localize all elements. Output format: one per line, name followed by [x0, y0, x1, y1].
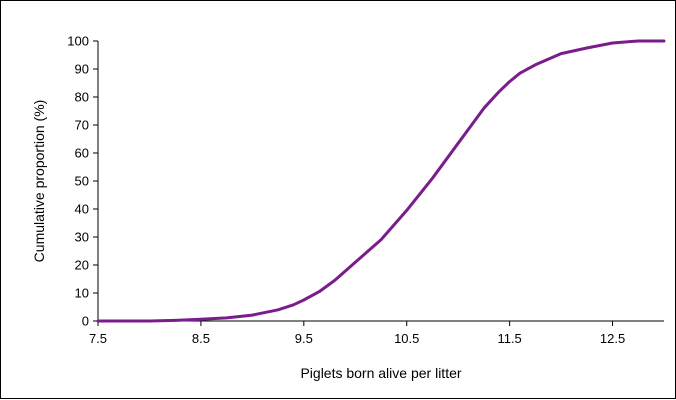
y-tick-label: 60: [75, 146, 89, 161]
x-tick-label: 9.5: [295, 331, 313, 346]
y-tick-label: 90: [75, 62, 89, 77]
x-axis-title: Piglets born alive per litter: [300, 365, 461, 381]
y-tick-label: 80: [75, 90, 89, 105]
y-tick-label: 50: [75, 174, 89, 189]
y-tick-label: 40: [75, 202, 89, 217]
series-line: [96, 39, 666, 323]
y-axis-title: Cumulative proportion (%): [31, 100, 47, 263]
x-tick-label: 12.5: [600, 331, 625, 346]
y-tick-label: 10: [75, 286, 89, 301]
y-tick-label: 0: [82, 314, 89, 329]
y-tick-label: 100: [67, 34, 89, 49]
x-tick-label: 11.5: [497, 331, 521, 346]
y-tick-label: 30: [75, 230, 89, 245]
axes: [97, 41, 664, 322]
y-ticks: 0 10 20 30 40 50 60 70 80 90 100: [67, 34, 98, 329]
x-ticks: 7.5 8.5 9.5 10.5 11.5 12.5: [89, 321, 625, 346]
x-tick-label: 7.5: [89, 331, 107, 346]
x-tick-label: 10.5: [394, 331, 419, 346]
y-tick-label: 20: [75, 258, 89, 273]
y-tick-label: 70: [75, 118, 89, 133]
x-tick-label: 8.5: [192, 331, 210, 346]
